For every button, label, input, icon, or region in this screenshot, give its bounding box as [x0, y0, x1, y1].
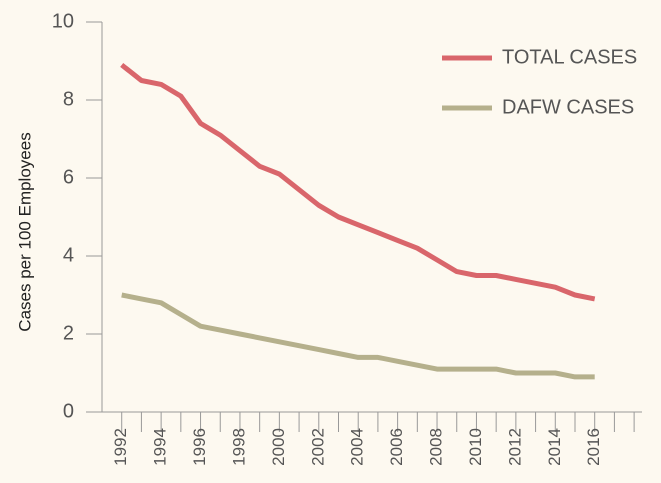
x-tick-label: 2016	[584, 428, 603, 466]
line-series	[120, 62, 596, 302]
x-tick-label: 2014	[545, 428, 564, 466]
y-tick-label: 10	[52, 10, 74, 32]
x-tick-label: 1992	[111, 428, 130, 466]
legend-label: TOTAL CASES	[502, 46, 637, 68]
x-tick-label: 2004	[348, 428, 367, 466]
x-tick-label: 2006	[387, 428, 406, 466]
x-tick-label: 2012	[505, 428, 524, 466]
y-tick-label: 4	[63, 244, 74, 266]
y-tick-label: 2	[63, 322, 74, 344]
x-tick-label: 1994	[151, 428, 170, 466]
legend-label: DAFW CASES	[502, 96, 634, 118]
x-tick-label: 2000	[269, 428, 288, 466]
x-tick-label: 1998	[229, 428, 248, 466]
y-axis-label: Cases per 100 Employees	[15, 132, 34, 331]
x-tick-label: 1996	[190, 428, 209, 466]
y-tick-label: 0	[63, 400, 74, 422]
x-tick-label: 2008	[427, 428, 446, 466]
y-tick-label: 6	[63, 166, 74, 188]
x-tick-label: 2010	[466, 428, 485, 466]
x-tick-label: 2002	[308, 428, 327, 466]
line-series	[121, 292, 595, 380]
y-tick-label: 8	[63, 88, 74, 110]
